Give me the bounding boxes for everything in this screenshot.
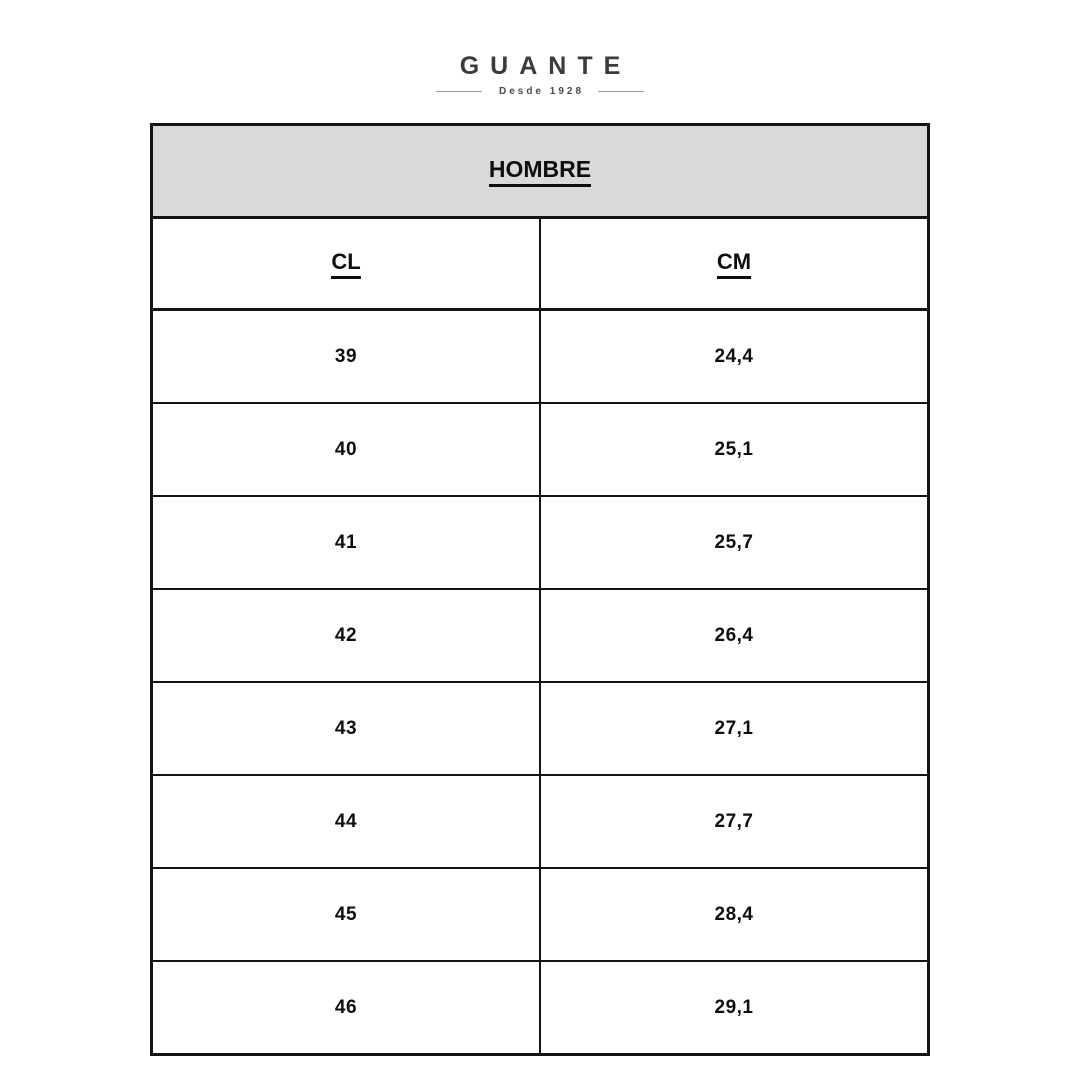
size-cl-cell: 40 <box>150 402 541 497</box>
table-row: 44 27,7 <box>150 774 930 869</box>
brand-tagline: Desde 1928 <box>0 86 1080 97</box>
brand-name: GUANTE <box>459 52 632 80</box>
size-cm-cell: 27,1 <box>539 681 930 776</box>
column-header-cm: CM <box>539 216 930 311</box>
size-cl-cell: 41 <box>150 495 541 590</box>
size-cm-cell: 28,4 <box>539 867 930 962</box>
size-cm-cell: 25,7 <box>539 495 930 590</box>
column-header-row: CL CM <box>150 216 930 311</box>
column-header-cl-label: CL <box>331 250 361 279</box>
size-cm-cell: 26,4 <box>539 588 930 683</box>
size-cl-cell: 46 <box>150 960 541 1056</box>
brand-logo: GUANTE Desde 1928 <box>0 0 1080 97</box>
tagline-text: Desde 1928 <box>498 86 585 97</box>
table-row: 39 24,4 <box>150 308 930 404</box>
table-row: 42 26,4 <box>150 588 930 683</box>
tagline-rule-left <box>435 91 482 92</box>
table-row: 46 29,1 <box>150 960 930 1056</box>
size-cm-cell: 25,1 <box>539 402 930 497</box>
size-chart-table: HOMBRE CL CM 39 24,4 40 25,1 41 25,7 42 … <box>150 123 930 1056</box>
size-cl-cell: 45 <box>150 867 541 962</box>
size-cm-cell: 27,7 <box>539 774 930 869</box>
size-cm-cell: 24,4 <box>539 308 930 404</box>
size-cl-cell: 44 <box>150 774 541 869</box>
column-header-cl: CL <box>150 216 541 311</box>
tagline-rule-right <box>598 91 645 92</box>
table-title-row: HOMBRE <box>150 123 930 219</box>
size-cl-cell: 43 <box>150 681 541 776</box>
table-row: 41 25,7 <box>150 495 930 590</box>
size-cl-cell: 39 <box>150 308 541 404</box>
size-cl-cell: 42 <box>150 588 541 683</box>
size-cm-cell: 29,1 <box>539 960 930 1056</box>
table-title-cell: HOMBRE <box>150 123 930 219</box>
column-header-cm-label: CM <box>716 250 752 279</box>
table-title: HOMBRE <box>488 157 592 187</box>
table-row: 40 25,1 <box>150 402 930 497</box>
table-row: 43 27,1 <box>150 681 930 776</box>
table-row: 45 28,4 <box>150 867 930 962</box>
